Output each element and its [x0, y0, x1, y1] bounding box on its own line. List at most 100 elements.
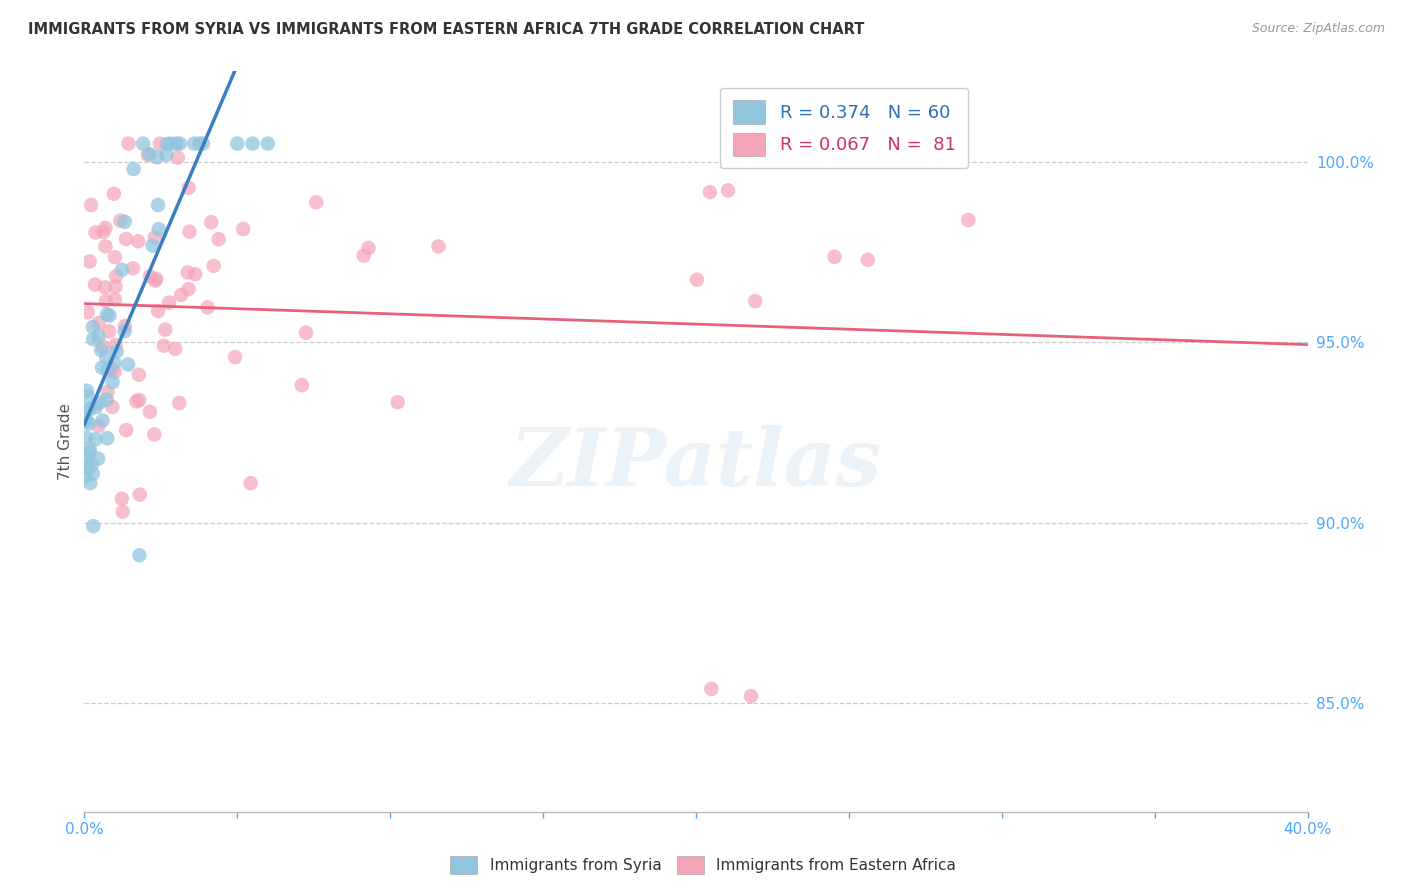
- Point: [136, 147, 159, 161]
- Point: [104, 365, 127, 379]
- Point: [104, 338, 127, 352]
- Point: [104, 279, 127, 293]
- Point: [91, 360, 114, 375]
- Point: [75, 430, 97, 444]
- Point: [80, 458, 103, 472]
- Point: [104, 250, 127, 264]
- Point: [103, 356, 125, 370]
- Point: [188, 136, 211, 151]
- Point: [139, 405, 162, 419]
- Legend: Immigrants from Syria, Immigrants from Eastern Africa: Immigrants from Syria, Immigrants from E…: [444, 850, 962, 880]
- Point: [76, 384, 98, 398]
- Point: [96, 392, 118, 407]
- Point: [824, 250, 846, 264]
- Point: [96, 384, 118, 399]
- Point: [82, 320, 104, 334]
- Point: [138, 147, 160, 161]
- Point: [153, 339, 176, 353]
- Point: [105, 269, 128, 284]
- Point: [114, 318, 136, 333]
- Point: [128, 393, 150, 408]
- Text: Source: ZipAtlas.com: Source: ZipAtlas.com: [1251, 22, 1385, 36]
- Point: [105, 344, 128, 359]
- Point: [159, 136, 181, 151]
- Point: [82, 519, 104, 533]
- Point: [146, 150, 169, 164]
- Point: [77, 462, 100, 476]
- Point: [125, 394, 148, 409]
- Point: [169, 136, 191, 151]
- Point: [84, 433, 107, 447]
- Point: [184, 267, 207, 281]
- Point: [156, 137, 179, 152]
- Point: [686, 273, 709, 287]
- Point: [87, 316, 110, 330]
- Point: [103, 186, 125, 201]
- Point: [200, 215, 222, 229]
- Point: [242, 136, 264, 151]
- Point: [957, 213, 980, 227]
- Point: [699, 185, 721, 199]
- Point: [84, 277, 107, 292]
- Legend: R = 0.374   N = 60, R = 0.067   N =  81: R = 0.374 N = 60, R = 0.067 N = 81: [720, 87, 969, 169]
- Point: [226, 136, 249, 151]
- Point: [96, 363, 118, 377]
- Point: [114, 324, 136, 338]
- Point: [87, 329, 110, 343]
- Point: [856, 252, 879, 267]
- Point: [96, 431, 118, 445]
- Point: [165, 342, 187, 356]
- Point: [128, 488, 150, 502]
- Point: [122, 261, 145, 276]
- Point: [77, 402, 100, 417]
- Point: [76, 389, 98, 403]
- Point: [700, 681, 723, 696]
- Point: [77, 452, 100, 467]
- Point: [146, 198, 169, 212]
- Point: [427, 239, 450, 253]
- Point: [89, 395, 111, 409]
- Point: [127, 234, 149, 248]
- Point: [143, 230, 166, 244]
- Point: [80, 198, 103, 212]
- Point: [191, 136, 214, 151]
- Point: [157, 295, 180, 310]
- Point: [75, 469, 97, 483]
- Point: [75, 414, 97, 428]
- Text: IMMIGRANTS FROM SYRIA VS IMMIGRANTS FROM EASTERN AFRICA 7TH GRADE CORRELATION CH: IMMIGRANTS FROM SYRIA VS IMMIGRANTS FROM…: [28, 22, 865, 37]
- Point: [122, 161, 145, 176]
- Point: [84, 226, 107, 240]
- Point: [197, 301, 219, 315]
- Point: [87, 451, 110, 466]
- Point: [166, 151, 188, 165]
- Point: [143, 274, 166, 288]
- Point: [101, 375, 124, 389]
- Point: [111, 505, 134, 519]
- Y-axis label: 7th Grade: 7th Grade: [58, 403, 73, 480]
- Point: [139, 269, 162, 284]
- Point: [77, 417, 100, 431]
- Point: [94, 293, 117, 308]
- Point: [744, 294, 766, 309]
- Point: [170, 288, 193, 302]
- Point: [239, 476, 262, 491]
- Point: [98, 324, 121, 338]
- Point: [167, 396, 190, 410]
- Point: [96, 308, 118, 322]
- Point: [149, 136, 172, 151]
- Point: [93, 225, 115, 239]
- Point: [232, 222, 254, 236]
- Point: [305, 195, 328, 210]
- Point: [94, 239, 117, 253]
- Point: [76, 305, 98, 319]
- Point: [79, 254, 101, 268]
- Point: [143, 427, 166, 442]
- Point: [202, 259, 225, 273]
- Text: ZIPatlas: ZIPatlas: [510, 425, 882, 502]
- Point: [177, 282, 200, 296]
- Point: [104, 293, 127, 307]
- Point: [117, 358, 139, 372]
- Point: [96, 351, 118, 365]
- Point: [94, 220, 117, 235]
- Point: [717, 183, 740, 197]
